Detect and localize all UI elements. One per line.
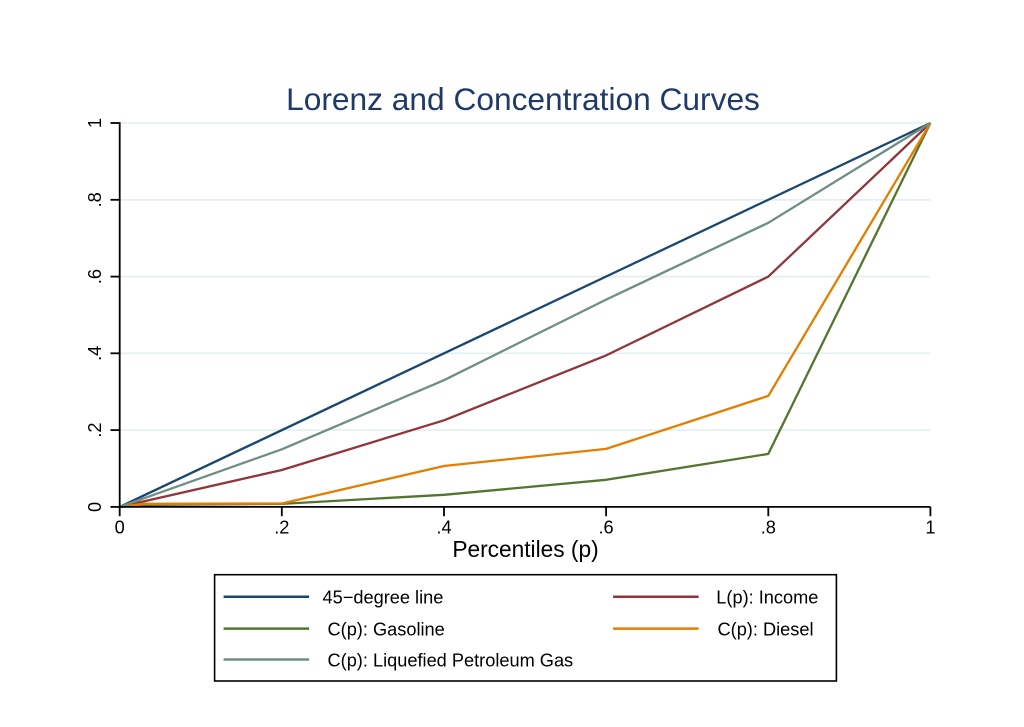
svg-text:.4: .4 [85,346,105,361]
svg-text:.2: .2 [274,518,289,538]
svg-text:.8: .8 [761,518,776,538]
svg-text:1: 1 [85,118,105,128]
svg-text:Percentiles (p): Percentiles (p) [452,536,598,562]
svg-text:.4: .4 [436,518,451,538]
svg-text:L(p): Income: L(p): Income [716,588,818,608]
svg-text:C(p): Diesel: C(p): Diesel [718,619,814,639]
svg-text:C(p): Liquefied Petroleum Gas: C(p): Liquefied Petroleum Gas [328,650,574,670]
svg-text:.6: .6 [599,518,614,538]
svg-text:.2: .2 [85,423,105,438]
svg-text:0: 0 [85,502,105,512]
svg-text:45−degree line: 45−degree line [323,588,444,608]
svg-text:.8: .8 [85,192,105,207]
svg-text:C(p): Gasoline: C(p): Gasoline [328,619,445,639]
svg-text:0: 0 [115,518,125,538]
svg-text:Lorenz and Concentration Curve: Lorenz and Concentration Curves [286,81,760,117]
svg-text:1: 1 [925,518,935,538]
svg-text:.6: .6 [85,269,105,284]
